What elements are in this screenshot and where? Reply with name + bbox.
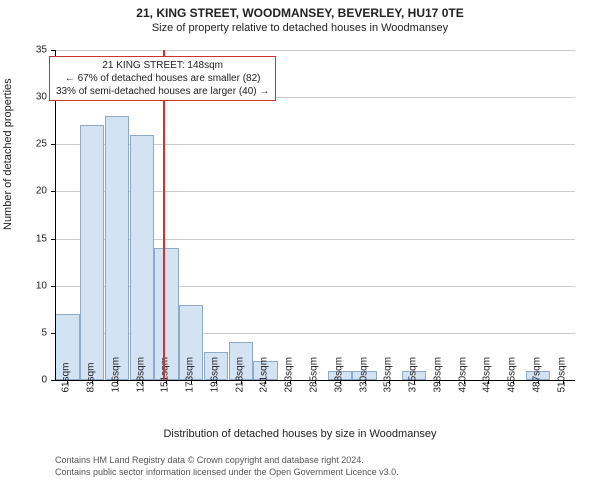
x-tick-label: 83sqm: [86, 392, 97, 393]
x-tick-label: 263sqm: [284, 392, 295, 393]
x-tick-label: 285sqm: [309, 392, 320, 393]
x-axis-line: [55, 380, 575, 381]
annotation-line-1: 21 KING STREET: 148sqm: [56, 59, 269, 72]
x-tick-label: 443sqm: [482, 392, 493, 393]
bar: [80, 125, 104, 380]
annotation-box: 21 KING STREET: 148sqm ← 67% of detached…: [49, 56, 276, 101]
y-tick-label: 0: [17, 375, 47, 386]
x-tick-label: 353sqm: [383, 392, 394, 393]
annotation-line-2: ← 67% of detached houses are smaller (82…: [56, 72, 269, 85]
y-tick-label: 30: [17, 92, 47, 103]
x-tick-label: 151sqm: [160, 392, 171, 393]
chart-container: 21, KING STREET, WOODMANSEY, BEVERLEY, H…: [0, 0, 600, 500]
chart-title: 21, KING STREET, WOODMANSEY, BEVERLEY, H…: [0, 6, 600, 20]
y-axis-label: Number of detached properties: [2, 78, 14, 230]
x-tick-label: 330sqm: [358, 392, 369, 393]
x-tick-label: 218sqm: [234, 392, 245, 393]
x-tick-label: 487sqm: [531, 392, 542, 393]
y-tick-label: 25: [17, 139, 47, 150]
annotation-line-3: 33% of semi-detached houses are larger (…: [56, 85, 269, 98]
y-tick-label: 10: [17, 280, 47, 291]
y-tick-label: 20: [17, 186, 47, 197]
x-axis-label: Distribution of detached houses by size …: [0, 428, 600, 440]
x-tick-label: 128sqm: [135, 392, 146, 393]
x-tick-label: 420sqm: [457, 392, 468, 393]
x-tick-label: 375sqm: [408, 392, 419, 393]
bar: [130, 135, 154, 380]
x-tick-label: 106sqm: [110, 392, 121, 393]
x-tick-label: 173sqm: [185, 392, 196, 393]
y-tick-label: 35: [17, 45, 47, 56]
x-tick-label: 510sqm: [556, 392, 567, 393]
chart-subtitle: Size of property relative to detached ho…: [0, 22, 600, 34]
grid-line: [55, 50, 575, 51]
x-tick-label: 398sqm: [432, 392, 443, 393]
footer-line-1: Contains HM Land Registry data © Crown c…: [55, 455, 399, 467]
x-tick-label: 465sqm: [507, 392, 518, 393]
y-tick-label: 15: [17, 233, 47, 244]
x-tick-label: 308sqm: [333, 392, 344, 393]
footer-line-2: Contains public sector information licen…: [55, 467, 399, 479]
x-tick-label: 61sqm: [61, 392, 72, 393]
x-tick-label: 241sqm: [259, 392, 270, 393]
y-tick-label: 5: [17, 327, 47, 338]
x-tick-label: 196sqm: [209, 392, 220, 393]
bar: [105, 116, 129, 380]
